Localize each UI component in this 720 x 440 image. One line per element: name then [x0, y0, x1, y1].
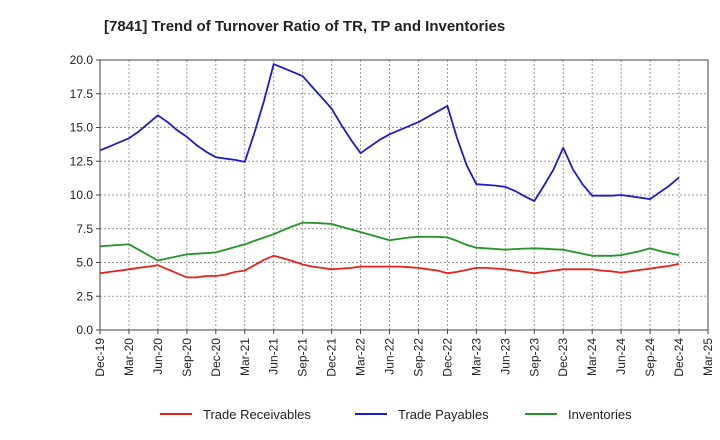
x-tick-label: Sep-24: [643, 338, 657, 377]
y-tick-label: 2.5: [76, 289, 93, 303]
x-tick-label: Dec-21: [325, 338, 339, 377]
x-tick-label: Dec-23: [556, 338, 570, 377]
y-tick-label: 17.5: [70, 87, 94, 101]
x-tick-label: Sep-22: [411, 338, 425, 377]
legend: Trade Receivables Trade Payables Inventori…: [160, 407, 632, 422]
legend-label: Trade Payables: [398, 407, 489, 422]
x-tick-label: Mar-20: [122, 338, 136, 376]
x-tick-label: Dec-20: [209, 338, 223, 377]
x-tick-label: Mar-25: [701, 338, 715, 376]
y-axis-ticks: 0.0 2.5 5.0 7.5 10.0 12.5 15.0 17.5 20.0: [70, 53, 100, 337]
x-tick-label: Dec-22: [440, 338, 454, 377]
y-tick-label: 5.0: [76, 256, 93, 270]
x-tick-label: Dec-19: [93, 338, 107, 377]
x-tick-label: Dec-24: [672, 338, 686, 377]
y-tick-label: 20.0: [70, 53, 94, 67]
x-tick-label: Jun-21: [267, 338, 281, 375]
series-line-1: [99, 63, 680, 203]
series-lines: [99, 63, 680, 279]
y-tick-label: 12.5: [70, 154, 94, 168]
legend-label: Inventories: [568, 407, 632, 422]
y-tick-label: 15.0: [70, 121, 94, 135]
x-tick-label: Sep-21: [296, 338, 310, 377]
plot-frame: [99, 59, 709, 331]
x-tick-label: Mar-21: [238, 338, 252, 376]
x-tick-label: Jun-23: [498, 338, 512, 375]
y-tick-label: 0.0: [76, 323, 93, 337]
series-line-0: [99, 254, 680, 279]
legend-label: Trade Receivables: [203, 407, 311, 422]
x-tick-label: Jun-20: [151, 338, 165, 375]
y-tick-label: 7.5: [76, 222, 93, 236]
x-tick-label: Mar-22: [354, 338, 368, 376]
x-tick-label: Sep-23: [527, 338, 541, 377]
chart-title: [7841] Trend of Turnover Ratio of TR, TP…: [104, 18, 505, 35]
x-tick-label: Mar-24: [585, 338, 599, 376]
x-tick-label: Jun-24: [614, 338, 628, 375]
y-tick-label: 10.0: [70, 188, 94, 202]
series-line-2: [99, 221, 680, 262]
x-tick-label: Mar-23: [469, 338, 483, 376]
x-axis-ticks: Dec-19 Mar-20 Jun-20 Sep-20 Dec-20 Mar-21 Jun-…: [93, 330, 715, 377]
x-tick-label: Sep-20: [180, 338, 194, 377]
x-tick-label: Jun-22: [383, 338, 397, 375]
